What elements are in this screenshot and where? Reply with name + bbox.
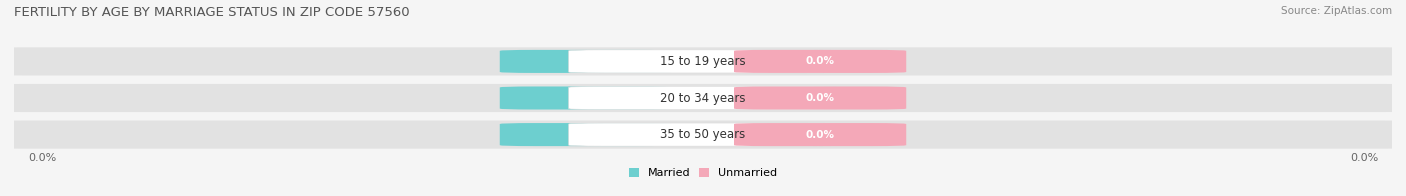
FancyBboxPatch shape xyxy=(499,50,672,73)
Text: 0.0%: 0.0% xyxy=(28,153,56,163)
Text: FERTILITY BY AGE BY MARRIAGE STATUS IN ZIP CODE 57560: FERTILITY BY AGE BY MARRIAGE STATUS IN Z… xyxy=(14,6,409,19)
Text: 35 to 50 years: 35 to 50 years xyxy=(661,128,745,141)
Text: 20 to 34 years: 20 to 34 years xyxy=(661,92,745,104)
Text: 0.0%: 0.0% xyxy=(571,130,600,140)
Text: 0.0%: 0.0% xyxy=(1350,153,1378,163)
Text: 15 to 19 years: 15 to 19 years xyxy=(661,55,745,68)
Text: 0.0%: 0.0% xyxy=(571,93,600,103)
FancyBboxPatch shape xyxy=(568,123,838,146)
FancyBboxPatch shape xyxy=(568,86,838,110)
FancyBboxPatch shape xyxy=(734,123,907,146)
FancyBboxPatch shape xyxy=(0,84,1406,112)
FancyBboxPatch shape xyxy=(0,121,1406,149)
FancyBboxPatch shape xyxy=(499,86,672,110)
FancyBboxPatch shape xyxy=(734,50,907,73)
FancyBboxPatch shape xyxy=(734,86,907,110)
Text: 0.0%: 0.0% xyxy=(806,56,835,66)
Legend: Married, Unmarried: Married, Unmarried xyxy=(628,168,778,178)
Text: Source: ZipAtlas.com: Source: ZipAtlas.com xyxy=(1281,6,1392,16)
Text: 0.0%: 0.0% xyxy=(806,130,835,140)
FancyBboxPatch shape xyxy=(568,50,838,73)
Text: 0.0%: 0.0% xyxy=(806,93,835,103)
FancyBboxPatch shape xyxy=(499,123,672,146)
FancyBboxPatch shape xyxy=(0,47,1406,75)
Text: 0.0%: 0.0% xyxy=(571,56,600,66)
